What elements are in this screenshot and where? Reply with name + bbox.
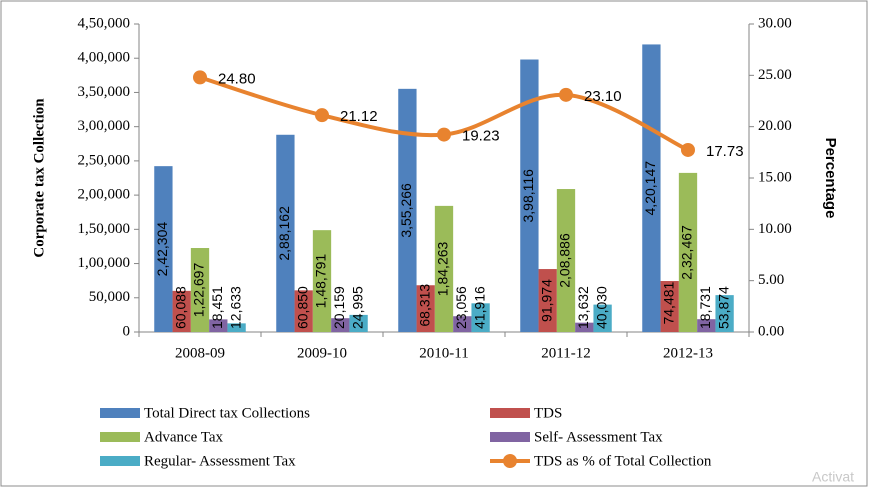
x-tick-label: 2010-11 (419, 345, 468, 361)
data-label: 23.10 (584, 88, 622, 105)
x-tick-label: 2009-10 (297, 345, 347, 361)
y-tick-label: 0 (123, 323, 131, 339)
data-label: 18,451 (209, 286, 225, 329)
bar (294, 290, 313, 332)
y2-tick-label: 0.00 (758, 323, 784, 339)
legend-label: Advance Tax (144, 429, 224, 445)
watermark: Activat (812, 469, 854, 485)
bar (172, 290, 191, 332)
legend-swatch (490, 432, 530, 442)
data-label: 3,55,266 (398, 183, 414, 238)
data-label: 74,481 (660, 281, 676, 324)
data-label: 23,056 (453, 286, 469, 329)
bar (416, 285, 435, 332)
data-label: 19.23 (462, 128, 500, 145)
bar (575, 322, 594, 332)
legend-label: Self- Assessment Tax (534, 429, 663, 445)
data-label: 1,22,697 (191, 263, 207, 318)
legend-label: Total Direct tax Collections (144, 405, 310, 421)
bar (556, 189, 576, 332)
data-label: 20,159 (331, 286, 347, 329)
bar (593, 304, 612, 332)
y-tick-label: 2,00,000 (78, 187, 131, 203)
data-label: 17.73 (706, 143, 744, 160)
bar (471, 303, 490, 332)
data-label: 1,48,791 (313, 254, 329, 309)
y-tick-label: 4,00,000 (78, 50, 131, 66)
data-label: 60,850 (294, 286, 310, 329)
data-label: 41,916 (471, 286, 487, 329)
bar (312, 230, 332, 332)
legend-swatch (100, 432, 140, 442)
legend-label: Regular- Assessment Tax (144, 453, 296, 469)
line-marker (193, 70, 207, 85)
bar (227, 323, 246, 332)
legend-label: TDS as % of Total Collection (534, 453, 712, 469)
data-label: 12,633 (227, 286, 243, 329)
legend-swatch (490, 408, 530, 418)
bar (660, 281, 679, 332)
legend-swatch (100, 408, 140, 418)
bar (715, 295, 734, 332)
data-label: 3,98,116 (520, 169, 536, 223)
y2-tick-label: 10.00 (758, 221, 792, 237)
data-label: 91,974 (538, 279, 554, 322)
line-marker (315, 108, 329, 123)
legend-label: TDS (534, 405, 562, 421)
y-tick-label: 3,50,000 (78, 84, 131, 100)
data-label: 24.80 (218, 70, 256, 87)
bar (349, 314, 368, 332)
y2-tick-label: 20.00 (758, 118, 792, 134)
bar (209, 319, 228, 332)
data-label: 18,731 (697, 286, 713, 329)
y-axis-title: Corporate tax Collection (31, 98, 47, 258)
y-tick-label: 1,50,000 (78, 221, 131, 237)
bar (520, 59, 539, 332)
y2-tick-label: 25.00 (758, 67, 792, 83)
data-label: 68,313 (416, 284, 432, 327)
y-tick-label: 50,000 (89, 289, 130, 305)
x-tick-label: 2012-13 (663, 345, 713, 361)
bar (642, 44, 661, 333)
line-marker (559, 87, 573, 102)
bar (434, 205, 454, 332)
line-marker (681, 142, 695, 157)
bar (398, 88, 417, 333)
y2-tick-label: 15.00 (758, 169, 792, 185)
data-label: 2,08,886 (557, 233, 573, 288)
data-label: 2,42,304 (154, 222, 170, 277)
data-label: 4,20,147 (642, 161, 658, 216)
data-label: 21.12 (340, 108, 378, 125)
bar (154, 166, 173, 332)
data-label: 40,030 (593, 286, 609, 329)
bar (697, 319, 716, 332)
data-label: 24,995 (349, 286, 365, 329)
bar (453, 316, 472, 332)
bar (678, 172, 698, 332)
data-label: 60,088 (172, 286, 188, 329)
data-label: 2,32,467 (679, 225, 695, 280)
data-label: 2,88,162 (276, 206, 292, 261)
data-label: 1,84,263 (435, 241, 451, 296)
y-tick-label: 1,00,000 (78, 255, 131, 271)
bar (276, 134, 295, 332)
y2-axis-title: Percentage (822, 138, 839, 219)
y-tick-label: 3,00,000 (78, 118, 131, 134)
y-tick-label: 4,50,000 (78, 15, 131, 31)
y2-tick-label: 5.00 (758, 272, 784, 288)
data-label: 13,632 (575, 286, 591, 329)
y-tick-label: 2,50,000 (78, 152, 131, 168)
legend-swatch (503, 454, 517, 468)
x-tick-label: 2011-12 (541, 345, 590, 361)
y2-tick-label: 30.00 (758, 15, 792, 31)
x-tick-label: 2008-09 (175, 345, 225, 361)
line-marker (437, 127, 451, 142)
bar (331, 318, 350, 332)
bar (538, 269, 557, 332)
data-label: 53,874 (715, 286, 731, 329)
legend-swatch (100, 456, 140, 466)
bar (190, 248, 210, 332)
